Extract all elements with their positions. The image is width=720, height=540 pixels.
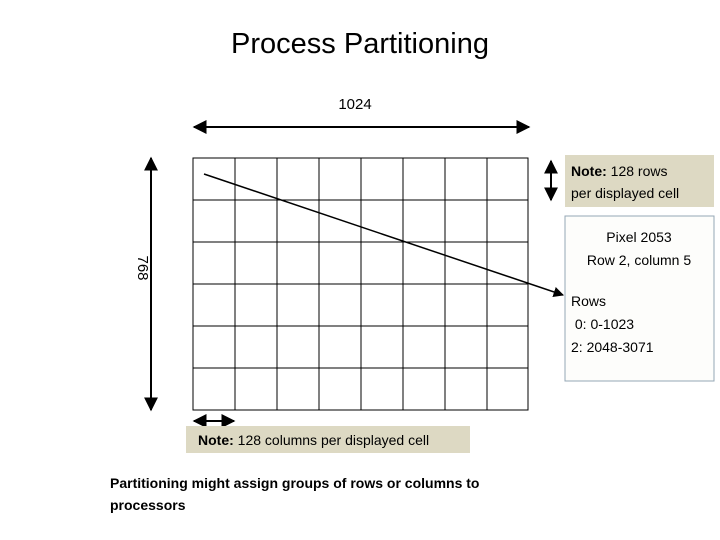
row-note-line: Note: 128 rows xyxy=(571,163,667,179)
row-note-text: 128 rows xyxy=(607,163,668,179)
row-note-box xyxy=(565,155,714,207)
footer-line: Partitioning might assign groups of rows… xyxy=(110,475,479,491)
pixel-box-line: Row 2, column 5 xyxy=(587,252,691,268)
pixel-box-line: 0: 0-1023 xyxy=(571,316,634,332)
footer-line: processors xyxy=(110,497,186,513)
pixel-box xyxy=(564,215,715,382)
pixel-box-line: Rows xyxy=(571,293,606,309)
grid xyxy=(192,157,529,411)
title: Process Partitioning xyxy=(231,28,489,60)
pixel-box-line: Pixel 2053 xyxy=(606,229,672,245)
column-note-label: Note: xyxy=(198,432,234,448)
width-label: 1024 xyxy=(338,96,371,113)
column-note-text: 128 columns per displayed cell xyxy=(234,432,429,448)
row-note-text: per displayed cell xyxy=(571,185,679,201)
pixel-pointer xyxy=(203,173,564,297)
column-note-box xyxy=(186,426,470,453)
pixel-box-line: 2: 2048-3071 xyxy=(571,339,654,355)
column-note-line: Note: 128 columns per displayed cell xyxy=(198,432,429,448)
row-note-label: Note: xyxy=(571,163,607,179)
height-label: 768 xyxy=(134,255,151,280)
